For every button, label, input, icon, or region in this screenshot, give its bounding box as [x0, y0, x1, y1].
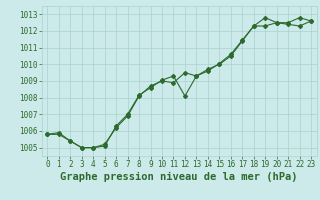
X-axis label: Graphe pression niveau de la mer (hPa): Graphe pression niveau de la mer (hPa) — [60, 172, 298, 182]
